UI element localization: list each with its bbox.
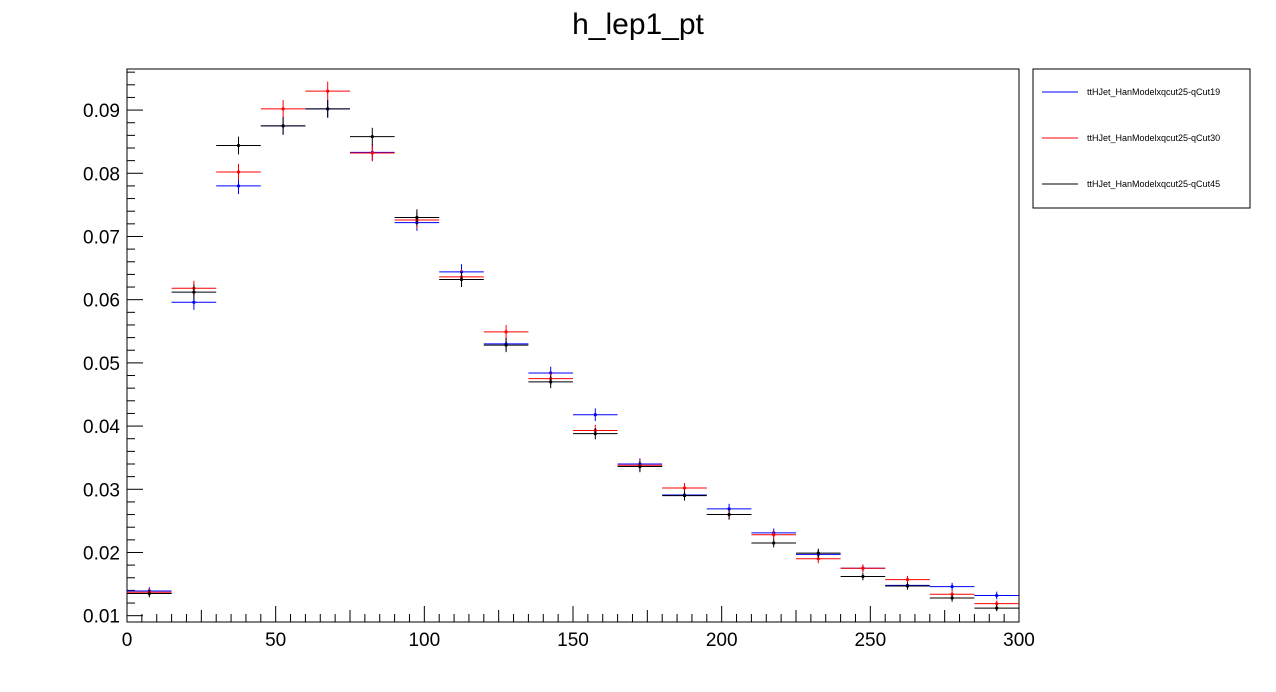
data-point xyxy=(885,582,930,590)
data-point xyxy=(573,408,618,422)
data-marker xyxy=(682,486,687,490)
data-marker xyxy=(459,277,464,282)
x-tick-label: 50 xyxy=(265,630,286,651)
data-marker xyxy=(682,494,687,498)
data-marker xyxy=(236,170,241,174)
data-point xyxy=(617,460,663,473)
data-marker xyxy=(950,596,954,600)
data-marker xyxy=(370,135,374,139)
data-point xyxy=(974,604,1019,612)
legend-label-1: ttHJet_HanModelxqcut25-qCut30 xyxy=(1087,133,1220,143)
data-point xyxy=(127,589,172,598)
data-marker xyxy=(147,591,151,596)
x-tick-label: 150 xyxy=(557,630,589,651)
data-point xyxy=(840,572,886,581)
data-marker xyxy=(772,541,776,545)
y-tick-label: 0.09 xyxy=(83,101,120,122)
plot-frame xyxy=(126,68,1020,623)
data-marker xyxy=(192,290,196,294)
y-tick-label: 0.02 xyxy=(83,543,120,564)
data-marker xyxy=(593,432,597,436)
data-marker xyxy=(995,593,999,598)
data-point xyxy=(483,324,529,339)
data-point xyxy=(929,594,975,602)
data-point xyxy=(216,136,261,155)
data-marker xyxy=(816,557,820,561)
x-axis: 0 50 100 150 200 250 300 xyxy=(122,606,1035,651)
data-point xyxy=(573,427,618,440)
data-marker xyxy=(370,151,374,155)
data-marker xyxy=(905,584,910,588)
data-point xyxy=(528,375,573,389)
data-point xyxy=(394,209,440,226)
data-marker xyxy=(950,585,954,589)
data-point xyxy=(840,564,886,573)
y-tick-label: 0.07 xyxy=(83,227,120,248)
legend-label-0: ttHJet_HanModelxqcut25-qCut19 xyxy=(1087,87,1220,97)
y-axis: 0.01 0.02 0.03 0.04 0.05 0.06 0.07 0.08 0.09 xyxy=(83,71,143,628)
data-marker xyxy=(281,124,285,128)
data-point xyxy=(171,284,217,300)
y-tick-label: 0.04 xyxy=(83,417,120,438)
data-point xyxy=(350,127,395,146)
x-tick-label: 200 xyxy=(706,630,738,651)
data-marker xyxy=(816,551,820,555)
data-marker xyxy=(727,512,731,517)
data-marker xyxy=(995,606,999,610)
x-tick-label: 100 xyxy=(408,630,440,651)
data-point xyxy=(216,177,261,195)
series-0 xyxy=(127,99,1019,600)
data-point xyxy=(305,99,350,118)
data-point xyxy=(751,538,796,548)
data-point xyxy=(796,548,841,558)
data-marker xyxy=(727,507,731,511)
data-marker xyxy=(504,343,508,347)
data-point xyxy=(483,338,529,353)
data-point xyxy=(974,591,1019,600)
data-marker xyxy=(326,89,330,93)
y-tick-label: 0.05 xyxy=(83,354,120,375)
data-point xyxy=(305,81,350,101)
data-point xyxy=(796,554,841,564)
data-point xyxy=(929,582,975,591)
plot-area xyxy=(127,81,1019,612)
chart-title: h_lep1_pt xyxy=(572,8,704,41)
data-marker xyxy=(236,143,241,148)
legend: ttHJet_HanModelxqcut25-qCut19 ttHJet_HanM… xyxy=(1032,68,1251,209)
x-tick-label: 300 xyxy=(1003,630,1035,651)
data-point xyxy=(216,163,261,181)
data-marker xyxy=(192,300,196,304)
data-point xyxy=(350,144,395,162)
data-marker xyxy=(772,533,776,537)
x-tick-label: 250 xyxy=(854,630,886,651)
series-1 xyxy=(127,81,1019,607)
data-marker xyxy=(281,107,285,111)
data-marker xyxy=(638,464,642,469)
data-marker xyxy=(905,578,910,582)
data-marker xyxy=(415,215,419,220)
data-point xyxy=(439,271,484,288)
y-tick-label: 0.06 xyxy=(83,291,120,312)
data-marker xyxy=(861,566,865,570)
y-tick-label: 0.01 xyxy=(83,607,120,628)
x-tick-label: 0 xyxy=(122,630,133,651)
data-marker xyxy=(549,380,553,384)
data-point xyxy=(260,117,306,135)
data-marker xyxy=(861,574,865,579)
data-point xyxy=(706,509,752,520)
data-marker xyxy=(995,602,999,606)
y-tick-label: 0.08 xyxy=(83,164,120,185)
series-2 xyxy=(127,99,1019,612)
data-point xyxy=(662,490,707,501)
y-tick-label: 0.03 xyxy=(83,480,120,501)
data-marker xyxy=(326,107,330,111)
data-point xyxy=(751,530,796,540)
data-marker xyxy=(593,413,597,417)
data-marker xyxy=(504,330,508,334)
data-point xyxy=(260,99,306,118)
data-marker xyxy=(236,184,241,188)
legend-label-2: ttHJet_HanModelxqcut25-qCut45 xyxy=(1087,179,1220,189)
